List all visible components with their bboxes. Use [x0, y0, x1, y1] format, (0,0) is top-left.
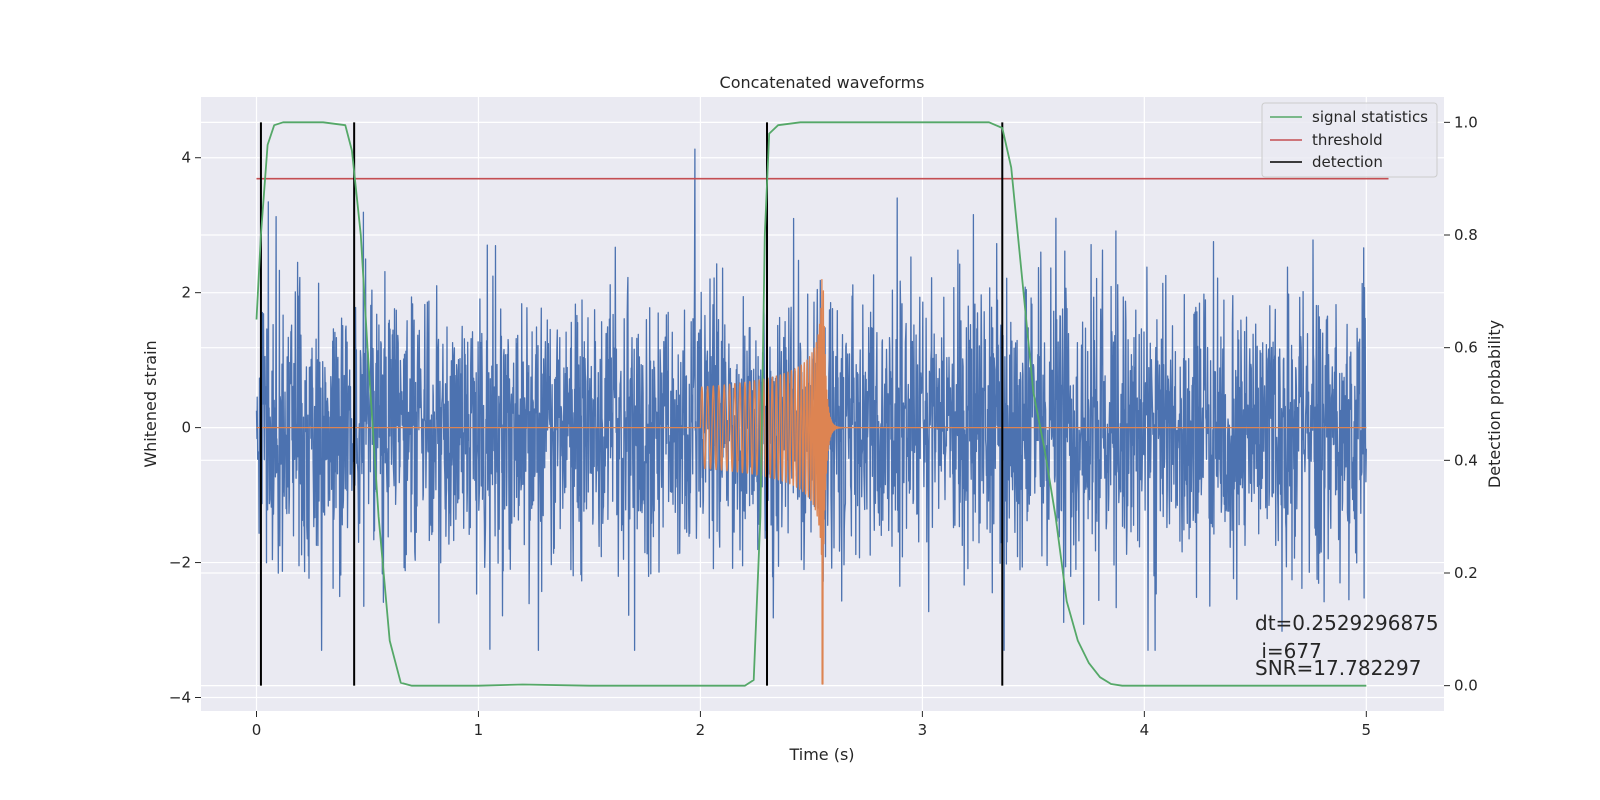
left-y-axis-ticks: −4 −2 0 2 4: [169, 149, 201, 707]
left-y-tick-label-2: 0: [181, 419, 191, 437]
left-y-axis-label: Whitened strain: [141, 340, 160, 467]
legend: signal statistics threshold detection: [1261, 102, 1438, 178]
left-y-tick-label-3: 2: [181, 284, 191, 302]
legend-label-signal-statistics: signal statistics: [1312, 108, 1428, 126]
right-y-axis-label: Detection probability: [1485, 320, 1504, 488]
legend-label-threshold: threshold: [1312, 131, 1383, 149]
detection-series: [259, 122, 1004, 686]
legend-label-detection: detection: [1312, 153, 1383, 171]
signal-statistics-line: [255, 121, 1367, 687]
right-y-tick-label-2: 0.4: [1454, 451, 1478, 469]
right-y-tick-label-1: 0.2: [1454, 564, 1478, 582]
signal-statistics-series: [255, 121, 1367, 687]
right-y-axis-ticks: 0.0 0.2 0.4 0.6 0.8 1.0: [1444, 113, 1478, 695]
x-tick-label-2: 2: [696, 721, 706, 739]
right-y-tick-label-0: 0.0: [1454, 677, 1478, 695]
annotation-dt: dt=0.2529296875: [1255, 611, 1439, 635]
x-axis-label: Time (s): [788, 745, 854, 764]
injected-waveform-series: [256, 278, 1367, 685]
annotation-index: i=677: [1255, 639, 1322, 663]
x-tick-label-1: 1: [474, 721, 484, 739]
right-y-tick-label-4: 0.8: [1454, 226, 1478, 244]
legend-box: [1261, 102, 1438, 178]
left-y-tick-label-1: −2: [169, 554, 191, 572]
x-tick-label-4: 4: [1140, 721, 1150, 739]
x-axis-ticks: 0 1 2 3 4 5: [252, 711, 1371, 739]
annotation-snr: SNR=17.782297: [1255, 656, 1421, 680]
x-tick-label-0: 0: [252, 721, 262, 739]
left-y-tick-label-4: 4: [181, 149, 191, 167]
right-y-tick-label-5: 1.0: [1454, 113, 1478, 131]
injected-waveform-line: [256, 278, 1367, 685]
chart-title: Concatenated waveforms: [720, 73, 925, 92]
x-tick-label-5: 5: [1362, 721, 1372, 739]
left-y-tick-label-0: −4: [169, 689, 191, 707]
x-tick-label-3: 3: [918, 721, 928, 739]
right-y-tick-label-3: 0.6: [1454, 339, 1478, 357]
